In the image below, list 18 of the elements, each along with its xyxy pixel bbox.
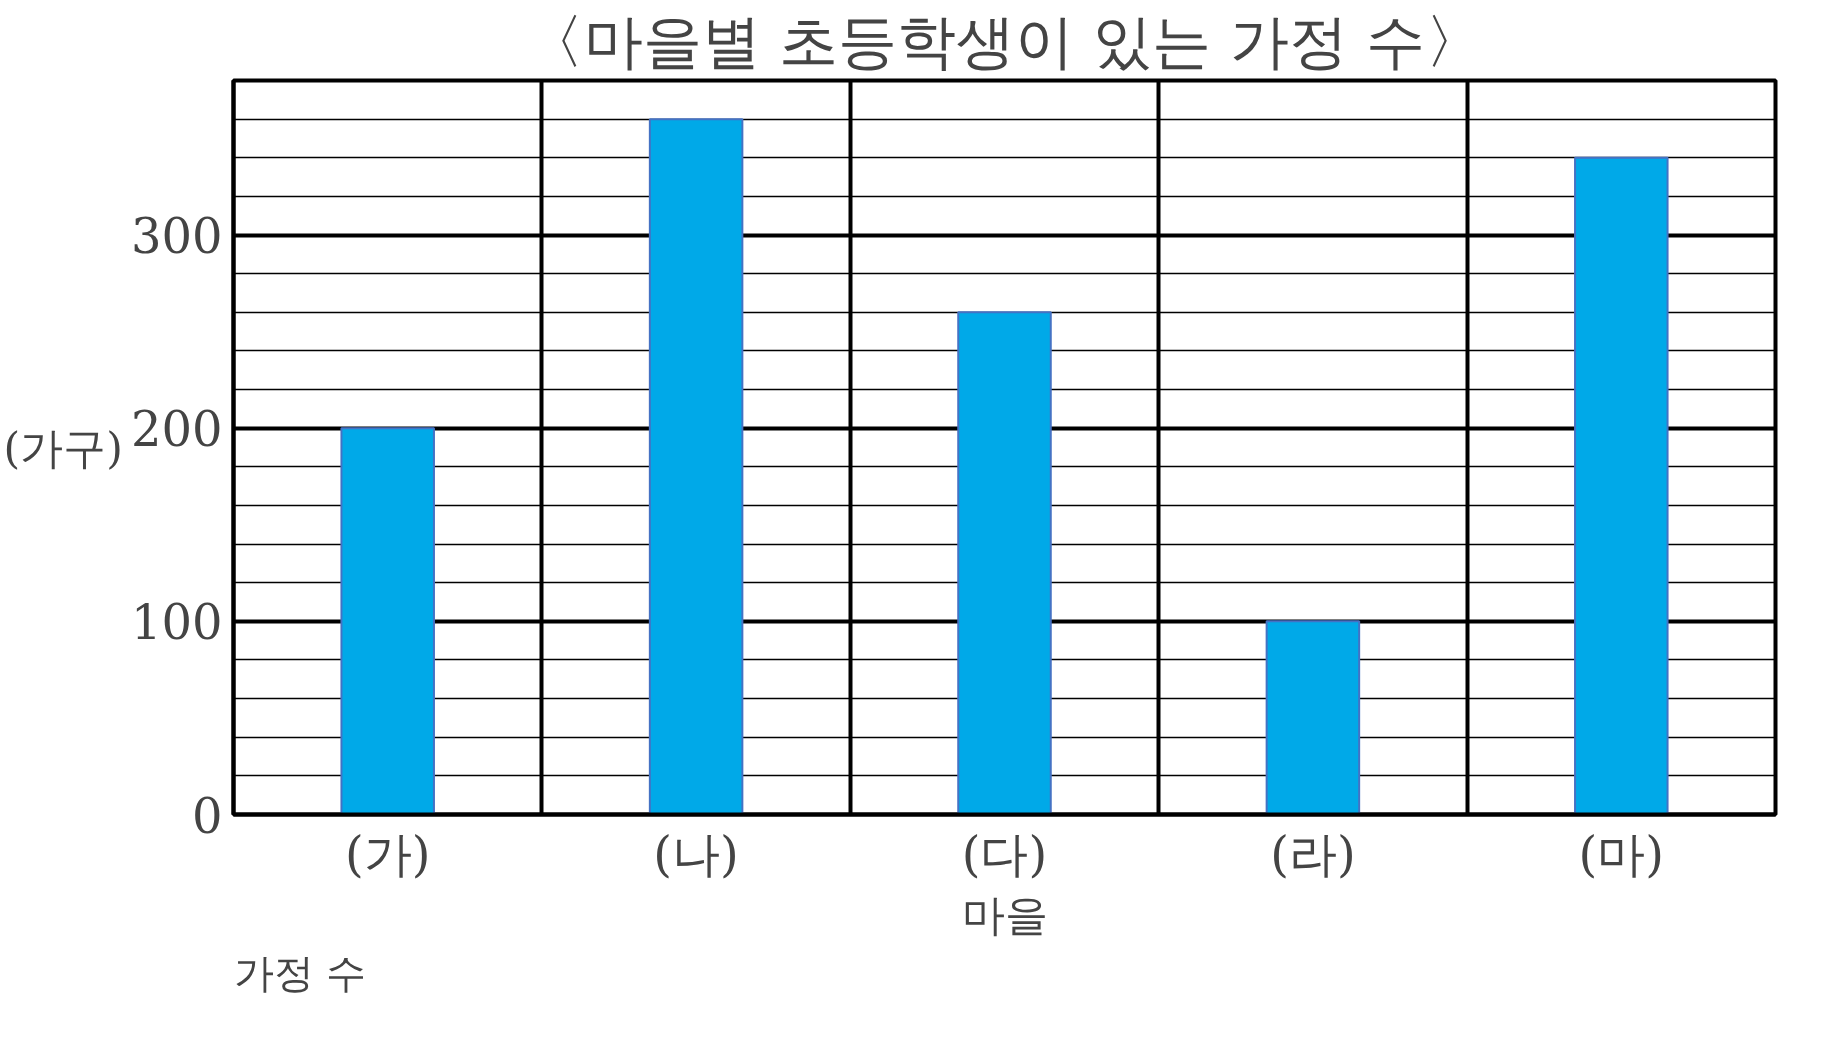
- bar: [648, 118, 744, 815]
- bar: [1265, 620, 1361, 815]
- y-axis-title: (가구): [3, 422, 123, 473]
- x-tick-label: (다): [961, 825, 1048, 882]
- x-tick-label: (가): [344, 825, 431, 882]
- text: 가정 수: [233, 949, 367, 996]
- y-tick-label: 100: [130, 594, 223, 651]
- x-axis-title: 마을: [961, 889, 1048, 940]
- y-tick-label: 0: [191, 787, 223, 844]
- chart-title: 〈마을별 초등학생이 있는 가정 수〉: [524, 7, 1485, 76]
- y-tick-label: 300: [130, 208, 223, 265]
- x-tick-label: (나): [653, 825, 739, 882]
- bar: [1574, 156, 1669, 815]
- bar: [957, 311, 1052, 815]
- x-tick-label: (마): [1578, 825, 1665, 882]
- bar: [340, 427, 435, 815]
- x-tick-label: (라): [1270, 825, 1356, 882]
- y-tick-label: 200: [130, 401, 223, 458]
